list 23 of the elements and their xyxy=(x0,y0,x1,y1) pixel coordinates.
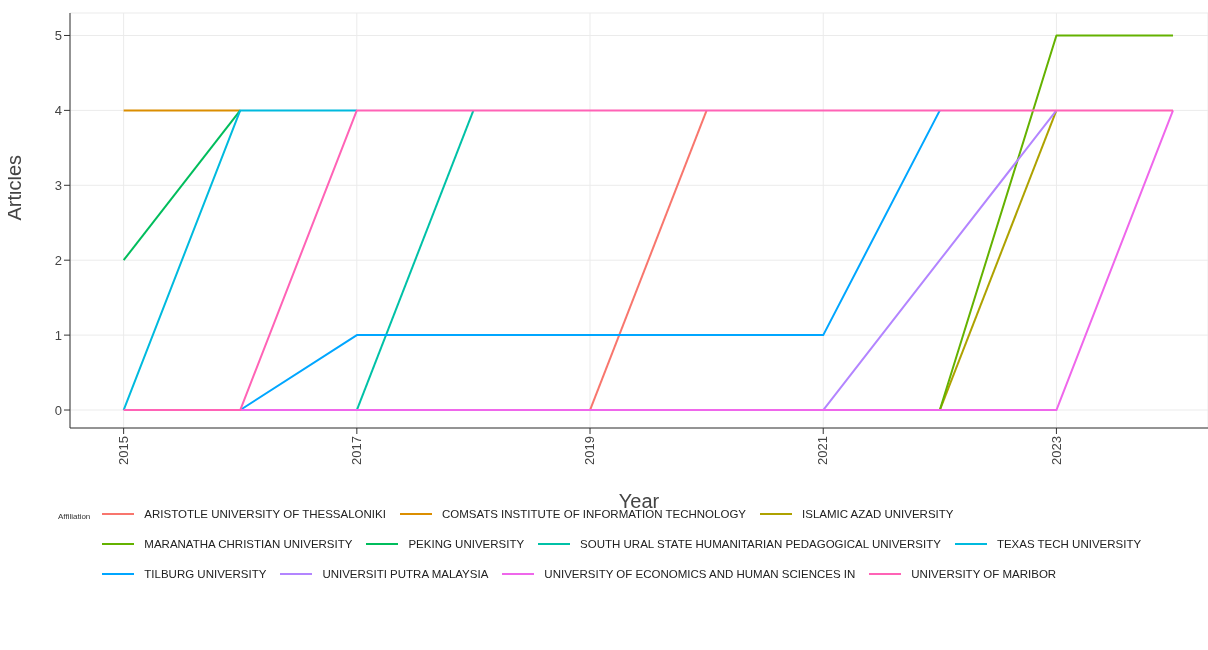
x-tick-label: 2019 xyxy=(582,436,598,465)
legend-label: TILBURG UNIVERSITY xyxy=(144,568,267,580)
x-tick-label: 2023 xyxy=(1048,436,1064,465)
y-tick-label: 0 xyxy=(54,402,62,418)
y-tick-label: 2 xyxy=(54,252,62,268)
legend-label: UNIVERSITY OF MARIBOR xyxy=(911,568,1057,580)
y-tick-label: 4 xyxy=(54,103,62,118)
legend-title: Affiliation xyxy=(58,512,91,521)
legend-label: TEXAS TECH UNIVERSITY xyxy=(996,538,1142,550)
legend-label: MARANATHA CHRISTIAN UNIVERSITY xyxy=(144,538,353,550)
x-tick-label: 2015 xyxy=(115,436,131,465)
x-tick-label: 2017 xyxy=(349,436,365,465)
x-tick-label: 2021 xyxy=(815,436,831,465)
y-tick-label: 1 xyxy=(54,327,62,343)
legend-label: PEKING UNIVERSITY xyxy=(408,538,525,550)
legend-label: UNIVERSITY OF ECONOMICS AND HUMAN SCIENCES IN xyxy=(544,568,856,580)
legend-label: COMSATS INSTITUTE OF INFORMATION TECHNOLOGY xyxy=(441,508,747,520)
y-tick-label: 5 xyxy=(54,28,62,44)
legend-label: ISLAMIC AZAD UNIVERSITY xyxy=(802,508,954,520)
legend-label: UNIVERSITI PUTRA MALAYSIA xyxy=(322,568,489,580)
y-tick-label: 3 xyxy=(54,177,62,193)
legend-label: SOUTH URAL STATE HUMANITARIAN PEDAGOGICAL UNIVERSITY xyxy=(580,538,941,550)
legend-label: ARISTOTLE UNIVERSITY OF THESSALONIKI xyxy=(144,508,386,520)
